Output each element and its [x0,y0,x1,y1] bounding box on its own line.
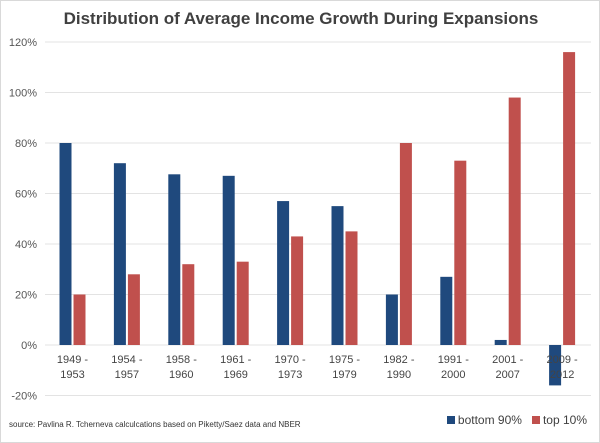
x-tick-label: 1973 [278,369,302,381]
bar-top10 [73,294,86,345]
bar-bottom90 [440,276,453,345]
y-tick-label: 40% [15,239,37,251]
x-tick-label: 2000 [441,369,465,381]
y-tick-label: -20% [11,391,37,403]
x-tick-label: 1990 [387,369,411,381]
bar-bottom90 [113,163,126,345]
legend: bottom 90% top 10% [446,413,587,427]
legend-swatch [446,416,455,424]
legend-label: bottom 90% [457,413,522,427]
legend-swatch [531,416,540,424]
y-tick-label: 80% [15,138,37,150]
x-tick-label: 2001 - [492,354,524,366]
bar-bottom90 [549,345,562,386]
bar-bottom90 [59,143,72,345]
x-tick-label: 1960 [169,369,193,381]
x-tick-label: 2012 [550,369,574,381]
y-tick-label: 0% [21,340,37,352]
x-tick-label: 1970 - [274,354,306,366]
bar-top10 [508,97,521,345]
bar-bottom90 [331,206,344,345]
bar-top10 [345,231,358,345]
bar-top10 [291,236,304,345]
x-tick-label: 1961 - [220,354,252,366]
x-tick-label: 1953 [60,369,84,381]
bar-top10 [127,274,140,345]
bar-bottom90 [222,175,235,345]
bar-top10 [454,160,467,345]
x-tick-label: 1982 - [383,354,415,366]
y-tick-label: 20% [15,290,37,302]
bar-bottom90 [494,339,507,345]
legend-label: top 10% [542,413,587,427]
x-tick-label: 2007 [495,369,519,381]
x-tick-label: 1957 [115,369,139,381]
x-tick-label: 1954 - [111,354,143,366]
y-tick-label: 100% [9,88,37,100]
x-tick-label: 1975 - [329,354,361,366]
bar-top10 [236,261,249,345]
chart-title: Distribution of Average Income Growth Du… [63,9,539,28]
x-tick-label: 1958 - [166,354,198,366]
bar-top10 [563,52,576,345]
y-tick-label: 60% [15,189,37,201]
x-tick-label: 1991 - [438,354,470,366]
y-tick-label: 120% [9,37,37,49]
bar-bottom90 [385,294,398,345]
bar-top10 [182,264,195,345]
x-tick-label: 2009 - [546,354,578,366]
x-tick-label: 1969 [223,369,247,381]
legend-item-bottom: bottom 90% [446,413,522,427]
bar-bottom90 [168,174,181,345]
legend-item-top: top 10% [531,413,587,427]
x-tick-label: 1949 - [57,354,89,366]
bar-top10 [399,143,412,345]
bar-bottom90 [277,201,290,345]
x-tick-label: 1979 [332,369,356,381]
source-note: source: Pavlina R. Tcherneva calculcatio… [9,420,301,429]
